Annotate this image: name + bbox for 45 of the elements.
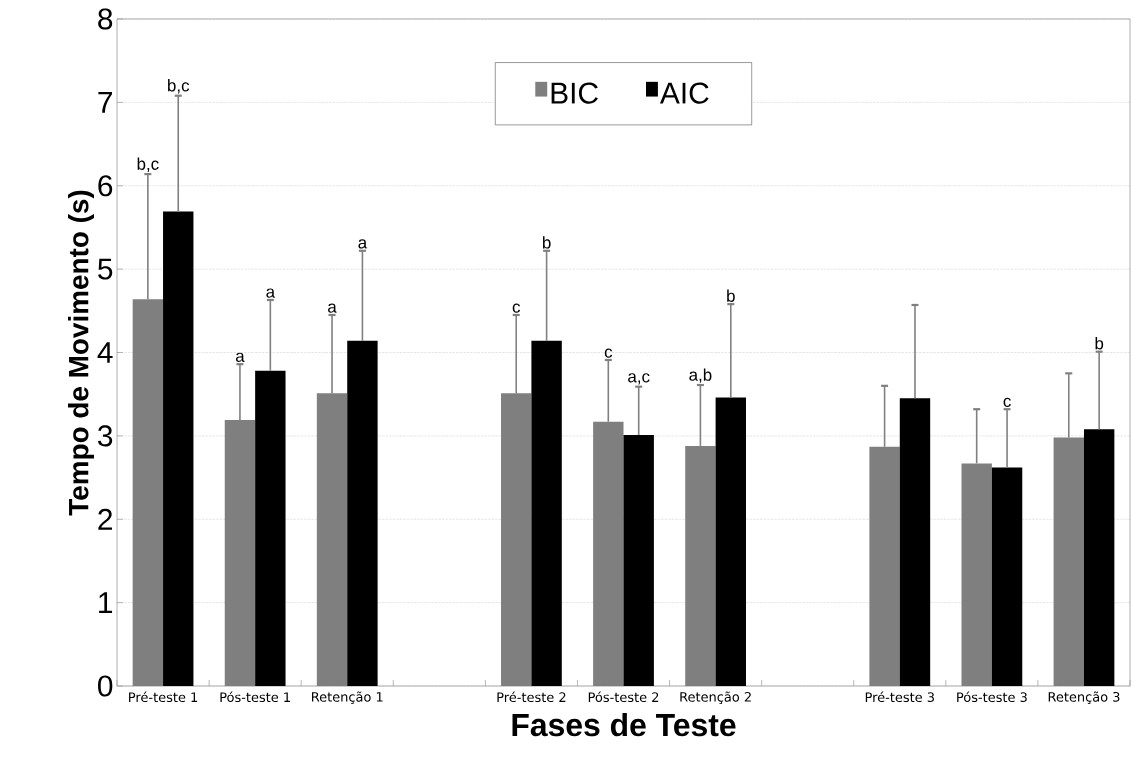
annotation: b [542,236,551,249]
annotation: a [358,239,368,249]
annotation: c [604,348,613,358]
y-tick-label: 1 [99,592,113,613]
annotation: a,b [689,368,712,383]
x-tick-label: Retenção 2 [680,691,751,705]
x-tick-label: Pré-teste 2 [497,691,566,703]
bar [163,211,194,686]
y-tick-label: 6 [98,175,113,197]
annotation: b,c [168,79,190,94]
y-tick-label: 4 [97,342,113,363]
bar [991,467,1023,686]
y-tick-label: 5 [98,258,113,280]
legend-label: AIC [659,82,709,104]
legend-label: BIC [551,82,598,104]
bar [531,340,562,686]
bar [255,370,286,686]
bar [1083,429,1115,686]
y-tick-label: 8 [98,8,113,30]
annotation: c [1003,397,1011,407]
x-tick-label: Pós-teste 3 [957,691,1027,703]
x-tick-label: Pré-teste 1 [129,691,198,703]
y-tick-label: 0 [98,675,113,697]
bar [899,398,931,686]
x-tick-label: Retenção 3 [1048,691,1120,705]
annotation: a [328,303,337,313]
annotation: a,c [628,373,650,385]
y-axis-title: Tempo de Movimento (s) [68,190,95,516]
y-tick-label: 3 [98,425,113,447]
y-tick-label: 2 [98,508,112,530]
annotation: b [727,289,735,302]
bar [715,397,746,686]
annotation: b,c [137,157,159,172]
bar [347,340,378,686]
x-axis-title: Fases de Teste [512,712,736,737]
annotation: c [512,303,520,313]
y-tick-label: 7 [98,92,112,113]
bar [623,435,654,686]
annotation: a [266,288,276,298]
annotation: a [235,352,245,362]
x-tick-label: Pós-teste 2 [588,691,659,703]
x-tick-label: Pós-teste 1 [220,691,290,703]
x-tick-label: Retenção 1 [312,691,383,705]
annotation: b [1095,337,1104,350]
x-tick-label: Pré-teste 3 [865,691,934,703]
